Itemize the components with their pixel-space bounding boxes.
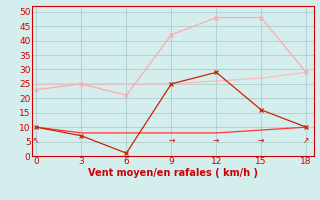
Text: ↗: ↗ [303, 136, 309, 145]
Text: ↖: ↖ [33, 136, 40, 145]
X-axis label: Vent moyen/en rafales ( km/h ): Vent moyen/en rafales ( km/h ) [88, 168, 258, 178]
Text: →: → [258, 136, 264, 145]
Text: →: → [168, 136, 174, 145]
Text: →: → [213, 136, 220, 145]
